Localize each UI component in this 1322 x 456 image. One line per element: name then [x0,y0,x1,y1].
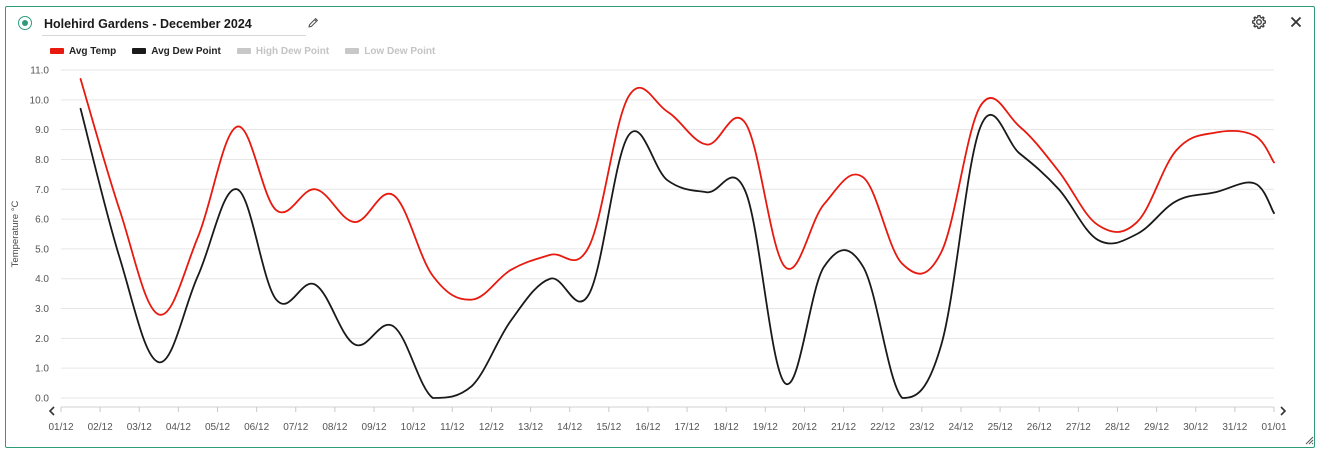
pencil-icon[interactable] [306,16,320,30]
x-tick-label: 22/12 [870,422,895,433]
legend-label: Low Dew Point [364,45,436,57]
x-tick-label: 01/01 [1261,422,1286,433]
close-icon[interactable] [1289,15,1303,29]
x-tick-label: 23/12 [909,422,934,433]
legend-item-avg-temp[interactable]: Avg Temp [50,46,116,57]
y-tick-label: 3.0 [35,304,49,315]
x-tick-label: 26/12 [1027,422,1052,433]
legend-swatch [50,48,64,54]
x-tick-label: 01/12 [48,422,73,433]
x-tick-label: 29/12 [1144,422,1169,433]
widget-title-input[interactable] [42,13,306,36]
y-axis-label: Temperature °C [10,201,21,268]
legend-swatch [132,48,147,54]
resize-handle-icon[interactable] [1304,435,1314,445]
gear-icon[interactable] [1251,14,1267,30]
x-tick-label: 14/12 [557,422,582,433]
series-line-avg-temp [79,78,1275,316]
x-tick-label: 11/12 [440,422,465,433]
x-tick-label: 08/12 [322,422,347,433]
y-tick-label: 2.0 [35,334,49,345]
x-tick-label: 20/12 [792,422,817,433]
y-tick-label: 0.0 [35,394,49,405]
y-tick-label: 5.0 [35,244,49,255]
x-tick-label: 09/12 [362,422,387,433]
status-dot-icon[interactable] [18,16,32,30]
x-tick-label: 12/12 [479,422,504,433]
x-tick-label: 13/12 [518,422,543,433]
x-tick-label: 06/12 [244,422,269,433]
x-tick-label: 02/12 [88,422,113,433]
x-tick-label: 07/12 [283,422,308,433]
x-tick-label: 30/12 [1183,422,1208,433]
x-tick-label: 16/12 [635,422,660,433]
x-tick-label: 27/12 [1066,422,1091,433]
legend-swatch [345,48,360,54]
legend-label: Avg Temp [69,45,117,57]
legend-swatch [236,48,251,54]
x-tick-label: 04/12 [166,422,191,433]
y-tick-label: 8.0 [35,155,49,166]
x-tick-label: 17/12 [675,422,700,433]
chart-widget: Avg Temp Avg Dew Point High Dew Point Lo… [5,6,1315,448]
line-chart: 0.0 1.0 2.0 3.0 4.0 5.0 6.0 7.0 8.0 9.0 10.0 11.0 01… [10,66,1287,434]
legend-item-low-dew-point[interactable]: Low Dew Point [345,46,435,57]
x-tick-label: 21/12 [831,422,856,433]
legend-label: High Dew Point [255,45,330,57]
widget-header [6,7,1314,43]
x-tick-label: 25/12 [988,422,1013,433]
x-tick-label: 15/12 [596,422,621,433]
chart-legend: Avg Temp Avg Dew Point High Dew Point Lo… [50,44,451,58]
x-tick-label: 03/12 [127,422,152,433]
x-tick-label: 19/12 [753,422,778,433]
y-tick-label: 6.0 [35,215,49,226]
chevron-left-icon[interactable] [46,405,58,417]
x-tick-label: 24/12 [948,422,973,433]
x-tick-label: 28/12 [1105,422,1130,433]
legend-item-avg-dew-point[interactable]: Avg Dew Point [132,46,221,57]
chevron-right-icon[interactable] [1277,405,1289,417]
y-tick-label: 9.0 [35,125,49,136]
x-tick-label: 05/12 [205,422,230,433]
legend-item-high-dew-point[interactable]: High Dew Point [236,45,330,57]
x-tick-label: 10/12 [401,422,426,433]
x-tick-label: 31/12 [1222,422,1247,433]
x-tick-label: 18/12 [714,422,739,433]
y-tick-label: 11.0 [30,66,49,77]
legend-label: Avg Dew Point [151,45,221,57]
series-line-avg-dew-point [79,107,1275,399]
y-tick-label: 10.0 [30,95,50,106]
y-tick-label: 1.0 [35,364,49,375]
y-tick-label: 4.0 [35,274,49,285]
y-tick-label: 7.0 [35,185,49,196]
